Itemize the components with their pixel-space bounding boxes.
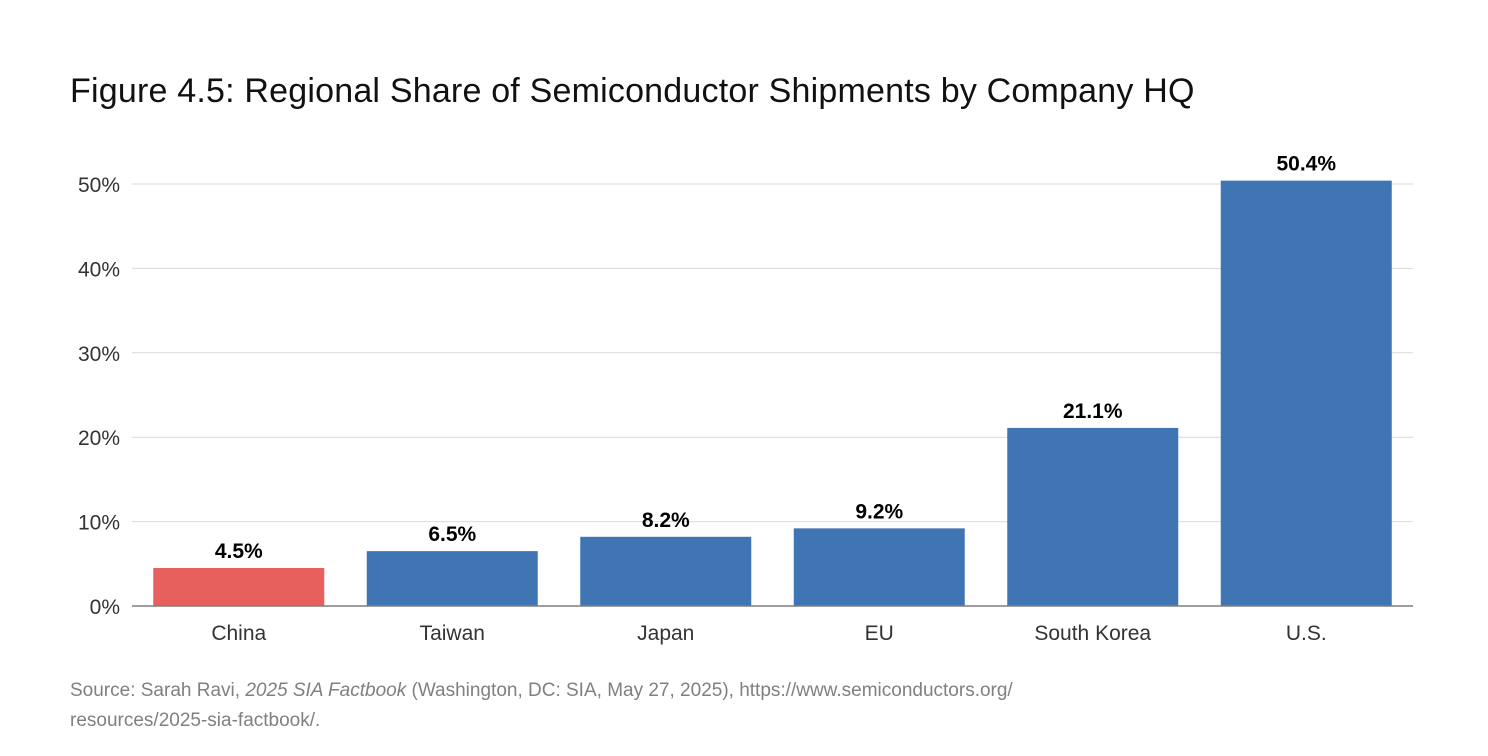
chart-title: Figure 4.5: Regional Share of Semiconduc… (70, 72, 1195, 110)
gridlines (132, 183, 1413, 523)
bar-eu (793, 528, 965, 606)
x-tick-label: U.S. (1286, 622, 1327, 645)
source-url-continued: resources/2025-sia-factbook/. (70, 710, 321, 731)
x-tick-label: China (211, 622, 266, 645)
bar-taiwan (366, 551, 538, 606)
bar-south-korea (1007, 427, 1179, 606)
y-tick-label: 0% (90, 596, 120, 619)
x-tick-label: Japan (637, 622, 694, 645)
y-tick-label: 10% (78, 512, 120, 535)
data-label: 9.2% (855, 500, 903, 523)
y-tick-label: 40% (78, 258, 120, 281)
data-label: 21.1% (1063, 400, 1123, 423)
data-label: 6.5% (428, 523, 476, 546)
bar-china (153, 568, 325, 606)
bar-chart: 0% 10% 20% 30% 40% 50% 4.5% 6.5% 8.2% 9.2% 21.1% 5… (78, 153, 1413, 645)
x-tick-label: Taiwan (420, 622, 485, 645)
source-note: Source: Sarah Ravi, 2025 SIA Factbook (W… (70, 676, 1370, 736)
data-label: 50.4% (1276, 153, 1336, 176)
y-axis-ticks: 0% 10% 20% 30% 40% 50% (78, 174, 120, 619)
x-axis-ticks: China Taiwan Japan EU South Korea U.S. (211, 622, 1326, 645)
y-tick-label: 30% (78, 343, 120, 366)
source-prefix: Source: Sarah Ravi, (70, 680, 246, 701)
source-book-title: 2025 SIA Factbook (245, 680, 407, 701)
x-tick-label: South Korea (1034, 622, 1151, 645)
y-tick-label: 50% (78, 174, 120, 197)
data-labels: 4.5% 6.5% 8.2% 9.2% 21.1% 50.4% (215, 153, 1337, 563)
y-tick-label: 20% (78, 427, 120, 450)
x-tick-label: EU (865, 622, 894, 645)
data-label: 4.5% (215, 540, 263, 563)
bar-u-s (1220, 180, 1392, 606)
source-rest: (Washington, DC: SIA, May 27, 2025), htt… (406, 680, 1013, 701)
bars (153, 180, 1392, 606)
data-label: 8.2% (642, 509, 690, 532)
bar-japan (580, 536, 752, 606)
